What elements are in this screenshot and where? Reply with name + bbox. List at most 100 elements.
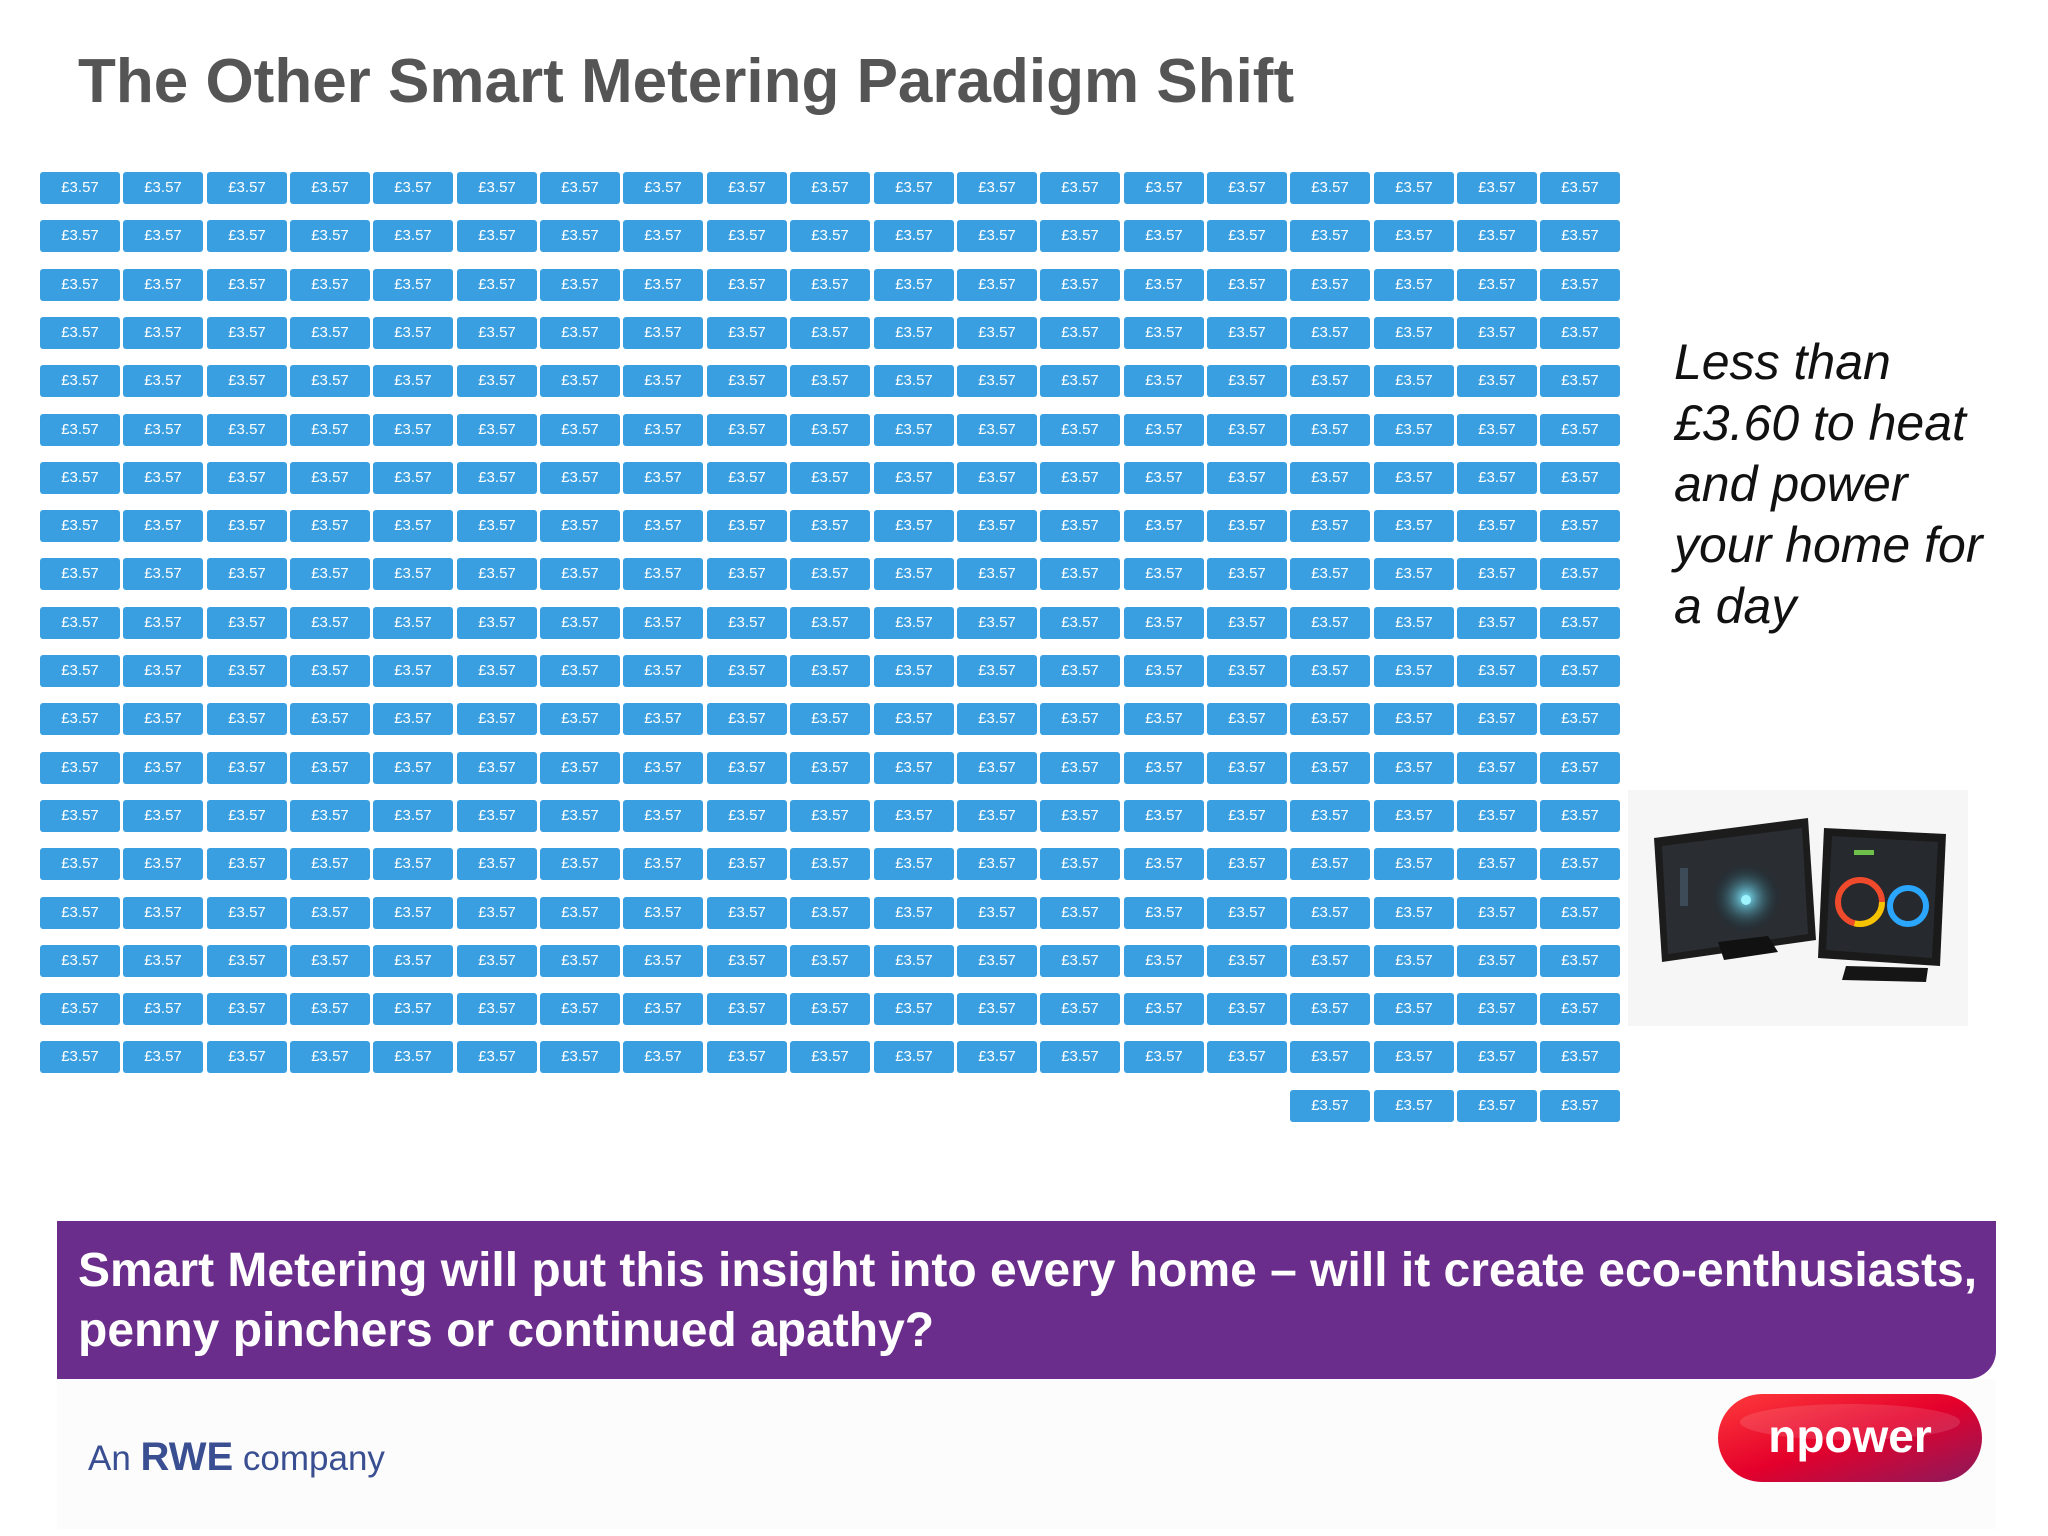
cost-tile: £3.57	[874, 703, 954, 735]
cost-tile: £3.57	[207, 317, 287, 349]
cost-tile: £3.57	[290, 703, 370, 735]
cost-tile: £3.57	[123, 945, 203, 977]
cost-tile: £3.57	[123, 848, 203, 880]
cost-tile: £3.57	[1374, 220, 1454, 252]
cost-tile: £3.57	[957, 703, 1037, 735]
cost-tile: £3.57	[40, 607, 120, 639]
cost-tile: £3.57	[1457, 800, 1537, 832]
cost-tile: £3.57	[457, 607, 537, 639]
cost-tile: £3.57	[790, 317, 870, 349]
cost-tile: £3.57	[1124, 462, 1204, 494]
cost-tile: £3.57	[1374, 317, 1454, 349]
cost-tile: £3.57	[1374, 800, 1454, 832]
cost-tile: £3.57	[1374, 993, 1454, 1025]
cost-tile: £3.57	[540, 172, 620, 204]
cost-tile: £3.57	[790, 365, 870, 397]
rwe-brand: RWE	[140, 1435, 234, 1479]
cost-tile: £3.57	[290, 317, 370, 349]
cost-tile: £3.57	[1040, 220, 1120, 252]
cost-tile: £3.57	[1207, 1041, 1287, 1073]
cost-tile: £3.57	[1207, 220, 1287, 252]
cost-tile: £3.57	[1290, 655, 1370, 687]
cost-tile: £3.57	[790, 462, 870, 494]
cost-tile: £3.57	[1124, 655, 1204, 687]
cost-tile: £3.57	[623, 607, 703, 639]
cost-tile: £3.57	[457, 752, 537, 784]
cost-tile: £3.57	[290, 172, 370, 204]
cost-tile: £3.57	[1207, 752, 1287, 784]
cost-tile: £3.57	[790, 510, 870, 542]
cost-tile: £3.57	[457, 269, 537, 301]
cost-tile: £3.57	[957, 1041, 1037, 1073]
cost-tile: £3.57	[207, 1041, 287, 1073]
cost-tile: £3.57	[207, 220, 287, 252]
cost-tile: £3.57	[1290, 703, 1370, 735]
cost-tile: £3.57	[1540, 172, 1620, 204]
cost-tile: £3.57	[373, 945, 453, 977]
cost-tile: £3.57	[1457, 172, 1537, 204]
cost-tile: £3.57	[1124, 558, 1204, 590]
cost-tile: £3.57	[290, 414, 370, 446]
cost-tile: £3.57	[1540, 1090, 1620, 1122]
cost-tile: £3.57	[290, 462, 370, 494]
cost-tile: £3.57	[623, 317, 703, 349]
cost-tile: £3.57	[40, 993, 120, 1025]
rwe-prefix: An	[88, 1439, 131, 1478]
cost-tile: £3.57	[1457, 703, 1537, 735]
cost-tile: £3.57	[123, 317, 203, 349]
cost-tile: £3.57	[290, 220, 370, 252]
cost-tile: £3.57	[790, 752, 870, 784]
cost-tile: £3.57	[1374, 752, 1454, 784]
cost-tile: £3.57	[1374, 269, 1454, 301]
cost-tile: £3.57	[790, 848, 870, 880]
cost-tile: £3.57	[623, 655, 703, 687]
cost-tile: £3.57	[623, 993, 703, 1025]
in-home-display-image	[1628, 790, 1968, 1026]
cost-tile: £3.57	[707, 317, 787, 349]
cost-tile: £3.57	[707, 993, 787, 1025]
cost-tile: £3.57	[40, 317, 120, 349]
cost-tile: £3.57	[1457, 558, 1537, 590]
cost-tile: £3.57	[40, 703, 120, 735]
cost-tile: £3.57	[1124, 800, 1204, 832]
cost-tile: £3.57	[1207, 317, 1287, 349]
left-display-icon	[1654, 818, 1816, 962]
cost-tile: £3.57	[540, 558, 620, 590]
cost-tile: £3.57	[707, 752, 787, 784]
cost-tile: £3.57	[123, 414, 203, 446]
cost-tile: £3.57	[540, 317, 620, 349]
cost-tile: £3.57	[207, 897, 287, 929]
cost-tile: £3.57	[1207, 945, 1287, 977]
cost-tile: £3.57	[207, 414, 287, 446]
cost-tile: £3.57	[1290, 848, 1370, 880]
cost-tile: £3.57	[540, 1041, 620, 1073]
in-home-display-devices-illustration	[1654, 818, 1946, 982]
cost-tile: £3.57	[707, 269, 787, 301]
cost-tile: £3.57	[457, 1041, 537, 1073]
cost-tile: £3.57	[207, 365, 287, 397]
cost-tile: £3.57	[123, 172, 203, 204]
cost-tile: £3.57	[373, 510, 453, 542]
cost-tile: £3.57	[40, 945, 120, 977]
cost-tile: £3.57	[1124, 848, 1204, 880]
cost-tile: £3.57	[1540, 752, 1620, 784]
cost-tile: £3.57	[457, 365, 537, 397]
cost-tile: £3.57	[957, 269, 1037, 301]
cost-tile: £3.57	[623, 220, 703, 252]
cost-tile: £3.57	[790, 703, 870, 735]
rwe-suffix: company	[242, 1439, 385, 1478]
cost-tile: £3.57	[1290, 897, 1370, 929]
cost-tile: £3.57	[123, 752, 203, 784]
cost-tile: £3.57	[1540, 365, 1620, 397]
cost-tile: £3.57	[1124, 317, 1204, 349]
cost-tile: £3.57	[874, 752, 954, 784]
cost-tile: £3.57	[1124, 414, 1204, 446]
cost-tile: £3.57	[40, 220, 120, 252]
cost-tile: £3.57	[1040, 800, 1120, 832]
cost-tile: £3.57	[1374, 703, 1454, 735]
cost-tile: £3.57	[123, 510, 203, 542]
cost-tile: £3.57	[1207, 269, 1287, 301]
cost-tile: £3.57	[1207, 607, 1287, 639]
cost-tile: £3.57	[623, 848, 703, 880]
cost-tile: £3.57	[707, 414, 787, 446]
